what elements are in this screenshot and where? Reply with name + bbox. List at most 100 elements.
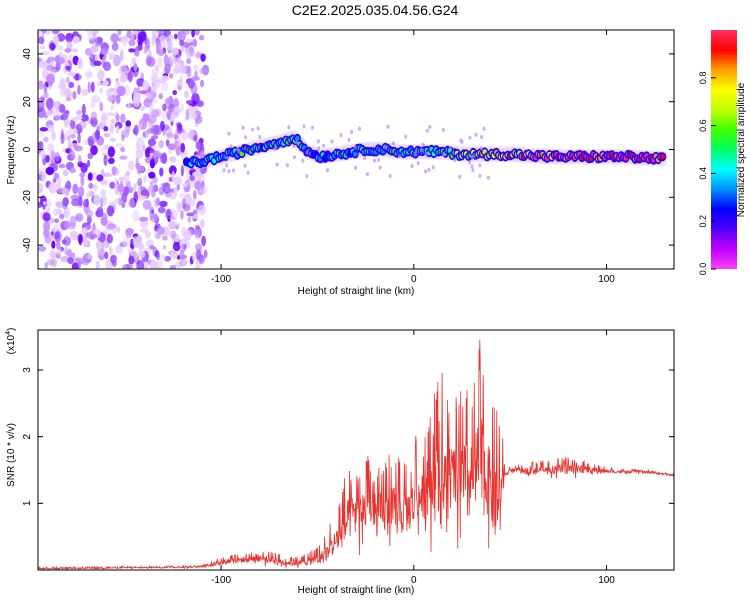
noise-blob — [181, 198, 186, 209]
noise-blob — [191, 76, 200, 81]
noise-blob — [185, 241, 191, 249]
noise-blob — [138, 122, 143, 129]
noise-blob — [171, 221, 180, 226]
band-speck — [339, 133, 343, 138]
noise-blob — [52, 178, 56, 183]
band-speck — [227, 169, 231, 174]
noise-blob — [100, 114, 109, 125]
noise-blob — [133, 62, 138, 72]
band-speck — [410, 164, 414, 168]
noise-blob — [72, 90, 77, 100]
noise-blob — [116, 85, 126, 97]
noise-blob — [164, 124, 170, 131]
band-speck — [292, 155, 296, 160]
noise-blob — [49, 251, 58, 260]
band-speck — [305, 150, 309, 155]
noise-blob — [96, 174, 104, 182]
noise-blob — [85, 232, 91, 238]
noise-blob — [87, 172, 93, 181]
noise-blob — [94, 53, 99, 63]
noise-blob — [149, 180, 154, 187]
noise-blob — [167, 143, 177, 151]
noise-blob — [72, 35, 80, 44]
noise-blob — [103, 126, 109, 132]
band-speck — [458, 174, 462, 179]
noise-blob — [158, 140, 164, 149]
band-speck — [384, 145, 388, 150]
spectrogram-y-label: Frequency (Hz) — [6, 116, 17, 185]
noise-blob — [39, 45, 46, 50]
noise-blob — [173, 176, 182, 187]
noise-blob — [179, 258, 188, 267]
band-speck — [316, 139, 320, 144]
noise-blob — [128, 247, 133, 255]
noise-blob — [128, 256, 135, 265]
noise-blob — [103, 133, 111, 138]
noise-blob — [38, 168, 44, 175]
noise-blob — [93, 60, 102, 66]
spectrogram-signal-band — [182, 124, 668, 180]
noise-blob — [97, 249, 105, 256]
band-speck — [404, 134, 408, 139]
noise-blob — [45, 110, 52, 117]
noise-blob — [97, 69, 105, 81]
band-speck — [353, 144, 357, 149]
noise-blob — [180, 103, 184, 114]
noise-blob — [85, 209, 94, 218]
colorbar-tick-label: 0.0 — [698, 263, 708, 276]
noise-blob — [120, 65, 128, 73]
noise-blob — [158, 93, 163, 100]
noise-blob — [173, 133, 179, 140]
noise-blob — [87, 152, 94, 160]
noise-blob — [128, 160, 135, 172]
noise-blob — [159, 200, 168, 208]
x-tick-label: 100 — [598, 575, 615, 586]
noise-blob — [44, 233, 52, 244]
noise-blob — [66, 39, 73, 51]
noise-blob — [191, 110, 197, 120]
noise-blob — [70, 133, 76, 139]
noise-blob — [60, 81, 67, 90]
noise-blob — [90, 81, 95, 93]
noise-blob — [60, 133, 65, 145]
noise-blob — [173, 186, 178, 196]
noise-blob — [69, 147, 74, 156]
colorbar: 0.0 0.2 0.4 0.6 0.8 Normalized spectral ampl… — [698, 30, 747, 275]
noise-blob — [72, 183, 79, 195]
band-speck — [421, 142, 425, 147]
band-speck — [275, 162, 279, 167]
noise-blob — [168, 215, 176, 220]
noise-blob — [193, 190, 197, 200]
noise-blob — [64, 246, 68, 256]
noise-blob — [180, 74, 184, 83]
noise-blob — [69, 167, 77, 174]
noise-blob — [203, 249, 208, 259]
band-speck — [373, 158, 376, 163]
noise-blob — [127, 102, 131, 110]
noise-blob — [179, 249, 185, 260]
noise-blob — [180, 130, 190, 140]
noise-blob — [149, 245, 155, 250]
band-speck — [378, 165, 382, 170]
noise-blob — [125, 228, 134, 235]
noise-blob — [162, 103, 167, 112]
noise-blob — [136, 137, 145, 149]
noise-blob — [59, 213, 65, 220]
noise-blob — [89, 51, 93, 59]
noise-blob — [115, 125, 120, 134]
band-speck — [448, 145, 452, 150]
noise-blob — [137, 163, 142, 175]
snr-y-ticks: 1 2 3 — [22, 367, 674, 506]
noise-blob — [137, 187, 141, 198]
noise-blob — [139, 219, 149, 228]
noise-blob — [66, 248, 73, 257]
noise-blob — [40, 96, 45, 103]
noise-blob — [192, 171, 200, 177]
noise-blob — [111, 166, 117, 176]
noise-blob — [56, 208, 63, 215]
band-speck — [222, 168, 226, 173]
y-tick-label: 20 — [22, 96, 33, 108]
noise-blob — [71, 198, 81, 207]
noise-blob — [148, 148, 155, 153]
noise-blob — [139, 105, 146, 112]
